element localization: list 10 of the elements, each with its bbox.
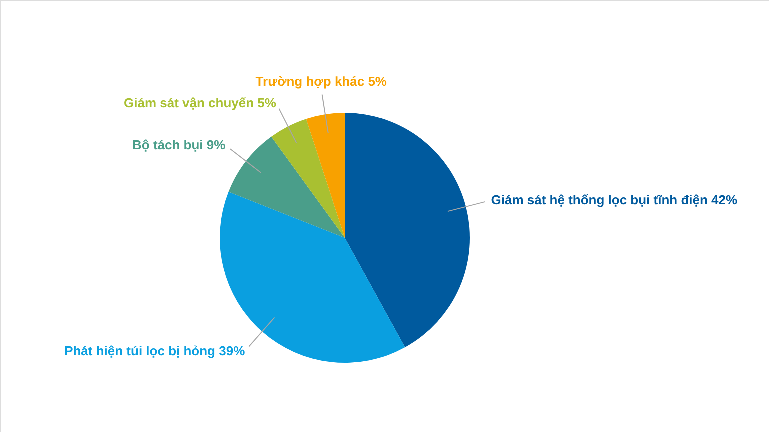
pie-slice (345, 113, 470, 348)
pie-slice (306, 113, 345, 238)
slice-label: Bộ tách bụi 9% (132, 137, 226, 152)
slice-label: Phát hiện túi lọc bị hỏng 39% (64, 343, 246, 358)
pie-slice (220, 192, 406, 363)
slice-label: Giám sát hệ thống lọc bụi tĩnh điện 42% (491, 192, 738, 208)
pie-slice (228, 136, 345, 238)
pie-slice (272, 119, 345, 238)
slice-label: Trường hợp khác 5% (256, 74, 388, 89)
slice-label: Giám sát vận chuyển 5% (124, 95, 277, 110)
